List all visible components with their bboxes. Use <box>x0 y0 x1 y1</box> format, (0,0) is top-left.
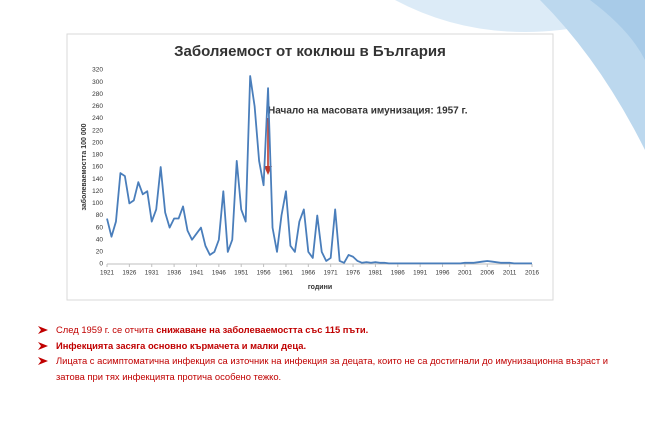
emphasis: Инфекцията засяга основно кърмачета и ма… <box>56 339 307 351</box>
x-tick-label: 1991 <box>413 270 428 277</box>
bullet-icon <box>38 357 48 365</box>
y-tick-label: 120 <box>92 188 103 195</box>
y-tick-label: 40 <box>96 236 104 243</box>
x-tick-label: 1986 <box>391 270 406 277</box>
y-tick-label: 220 <box>92 127 103 134</box>
bullet: Инфекцията засяга основно кърмачета и ма… <box>38 338 608 354</box>
bullet: Лицата с асимптоматична инфекция са изто… <box>38 353 608 384</box>
x-tick-label: 1996 <box>436 270 451 277</box>
y-tick-label: 20 <box>96 249 104 256</box>
annotation: Начало на масовата имунизация: 1957 г. <box>268 106 468 117</box>
bullet-list: След 1959 г. се отчита снижаване на забо… <box>38 322 608 384</box>
x-tick-label: 2016 <box>525 270 540 277</box>
bullet: След 1959 г. се отчита снижаване на забо… <box>38 322 608 338</box>
x-axis-label: години <box>308 284 332 291</box>
x-tick-label: 1961 <box>279 270 294 277</box>
emphasis: снижаване на заболеваемостта със 115 път… <box>156 324 369 335</box>
text: Лицата с асимптоматична инфекция са изто… <box>56 355 608 382</box>
bullet-icon <box>38 341 48 350</box>
text: След 1959 г. се отчита <box>56 324 157 335</box>
bullet-icon <box>38 326 48 334</box>
data-line <box>106 75 532 265</box>
y-tick-label: 240 <box>92 115 103 122</box>
x-tick-label: 1941 <box>189 270 204 277</box>
shape <box>540 0 645 150</box>
x-tick-label: 1976 <box>346 270 361 277</box>
shape <box>590 0 645 60</box>
y-tick-label: 180 <box>92 152 103 159</box>
y-tick-label: 300 <box>92 79 103 86</box>
y-tick-label: 200 <box>92 139 103 146</box>
x-tick-label: 1956 <box>257 270 272 277</box>
y-tick-label: 60 <box>96 224 104 231</box>
x-tick-label: 2001 <box>458 270 473 277</box>
x-tick-label: 2006 <box>480 270 495 277</box>
y-axis-label: заболеваемостта 100 000 <box>80 123 88 210</box>
y-tick-label: 80 <box>96 212 104 219</box>
y-tick-label: 320 <box>92 67 103 74</box>
x-tick-label: 1946 <box>212 270 227 277</box>
x-tick-label: 1931 <box>145 270 160 277</box>
x-tick-label: 1936 <box>167 270 182 277</box>
x-tick-label: 1971 <box>324 270 339 277</box>
y-tick-label: 0 <box>99 261 103 268</box>
y-tick-label: 140 <box>92 176 103 183</box>
y-tick-label: 280 <box>92 91 103 98</box>
x-tick-label: 1981 <box>368 270 383 277</box>
x-tick-label: 2011 <box>503 270 517 277</box>
chart-title: Заболяемост от коклюш в България <box>174 43 446 60</box>
y-tick-label: 260 <box>92 103 103 110</box>
y-tick-label: 100 <box>92 200 103 207</box>
y-tick-label: 160 <box>92 164 103 171</box>
x-tick-label: 1926 <box>122 270 137 277</box>
x-tick-label: 1921 <box>100 270 115 277</box>
x-tick-label: 1966 <box>301 270 316 277</box>
x-tick-label: 1951 <box>234 270 249 277</box>
